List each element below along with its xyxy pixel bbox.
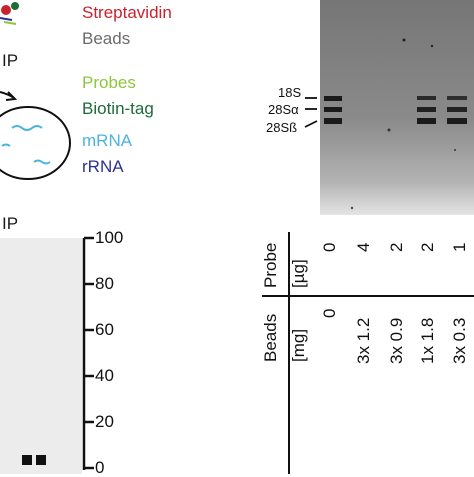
ip-label-bottom: IP — [2, 214, 19, 233]
mrna-strand-icon — [1, 143, 11, 147]
gel-band — [324, 118, 342, 124]
legend-mrna: mRNA — [82, 131, 133, 150]
axis-tick-label: 40 — [95, 366, 114, 385]
beads-header: Beads — [261, 313, 280, 362]
gel-image — [320, 0, 474, 215]
legend-streptavidin: Streptavidin — [82, 3, 172, 22]
legend-rrna: rRNA — [82, 157, 124, 176]
rna-label-28s-beta: 28Sß — [266, 120, 298, 135]
legend-biotin-tag: Biotin-tag — [82, 99, 154, 118]
beads-value: 1x 1.8 — [418, 317, 437, 364]
probe-value: 4 — [354, 242, 373, 252]
gel-band — [417, 118, 436, 124]
beads-value: 3x 0.9 — [387, 317, 406, 364]
legend-probes: Probes — [82, 73, 136, 92]
cell-outline — [0, 106, 71, 180]
probe-value: 2 — [387, 242, 406, 252]
gel-band — [417, 107, 436, 112]
beads-value: 0 — [320, 308, 339, 318]
y-axis — [82, 236, 94, 470]
band-pointer — [304, 120, 318, 128]
probe-value: 0 — [320, 242, 339, 252]
axis-tick-label: 100 — [95, 228, 124, 247]
gel-band — [324, 96, 342, 101]
gel-band — [324, 107, 342, 112]
probe-value: 2 — [418, 242, 437, 252]
probe-value: 1 — [450, 242, 469, 252]
gel-band — [417, 96, 436, 100]
axis-tick-label: 0 — [95, 458, 105, 477]
gel-band — [447, 96, 467, 100]
ip-panel-background — [0, 238, 82, 474]
axis-tick-label: 20 — [95, 412, 114, 431]
mrna-strand-icon — [33, 159, 51, 165]
axis-tick-label: 80 — [95, 274, 114, 293]
ip-marker-square — [36, 455, 46, 465]
rna-label-28s-alpha: 28Sα — [268, 102, 299, 117]
axis-tick-label: 60 — [95, 320, 114, 339]
ip-arrowhead-icon — [5, 91, 18, 101]
ip-label-top: IP — [2, 51, 19, 70]
beads-value: 3x 1.2 — [354, 317, 373, 364]
probe-unit: [µg] — [289, 259, 308, 288]
ip-marker-square — [22, 455, 32, 465]
gel-band — [447, 107, 467, 112]
probe-header: Probe — [261, 242, 280, 288]
beads-value: 3x 0.3 — [450, 317, 469, 364]
mrna-strand-icon — [11, 125, 43, 131]
streptavidin-bead-icon — [0, 2, 19, 25]
beads-unit: [mg] — [289, 328, 308, 362]
gel-band — [447, 118, 467, 124]
legend-beads: Beads — [82, 29, 131, 48]
rna-label-18s: 18S — [278, 85, 302, 100]
